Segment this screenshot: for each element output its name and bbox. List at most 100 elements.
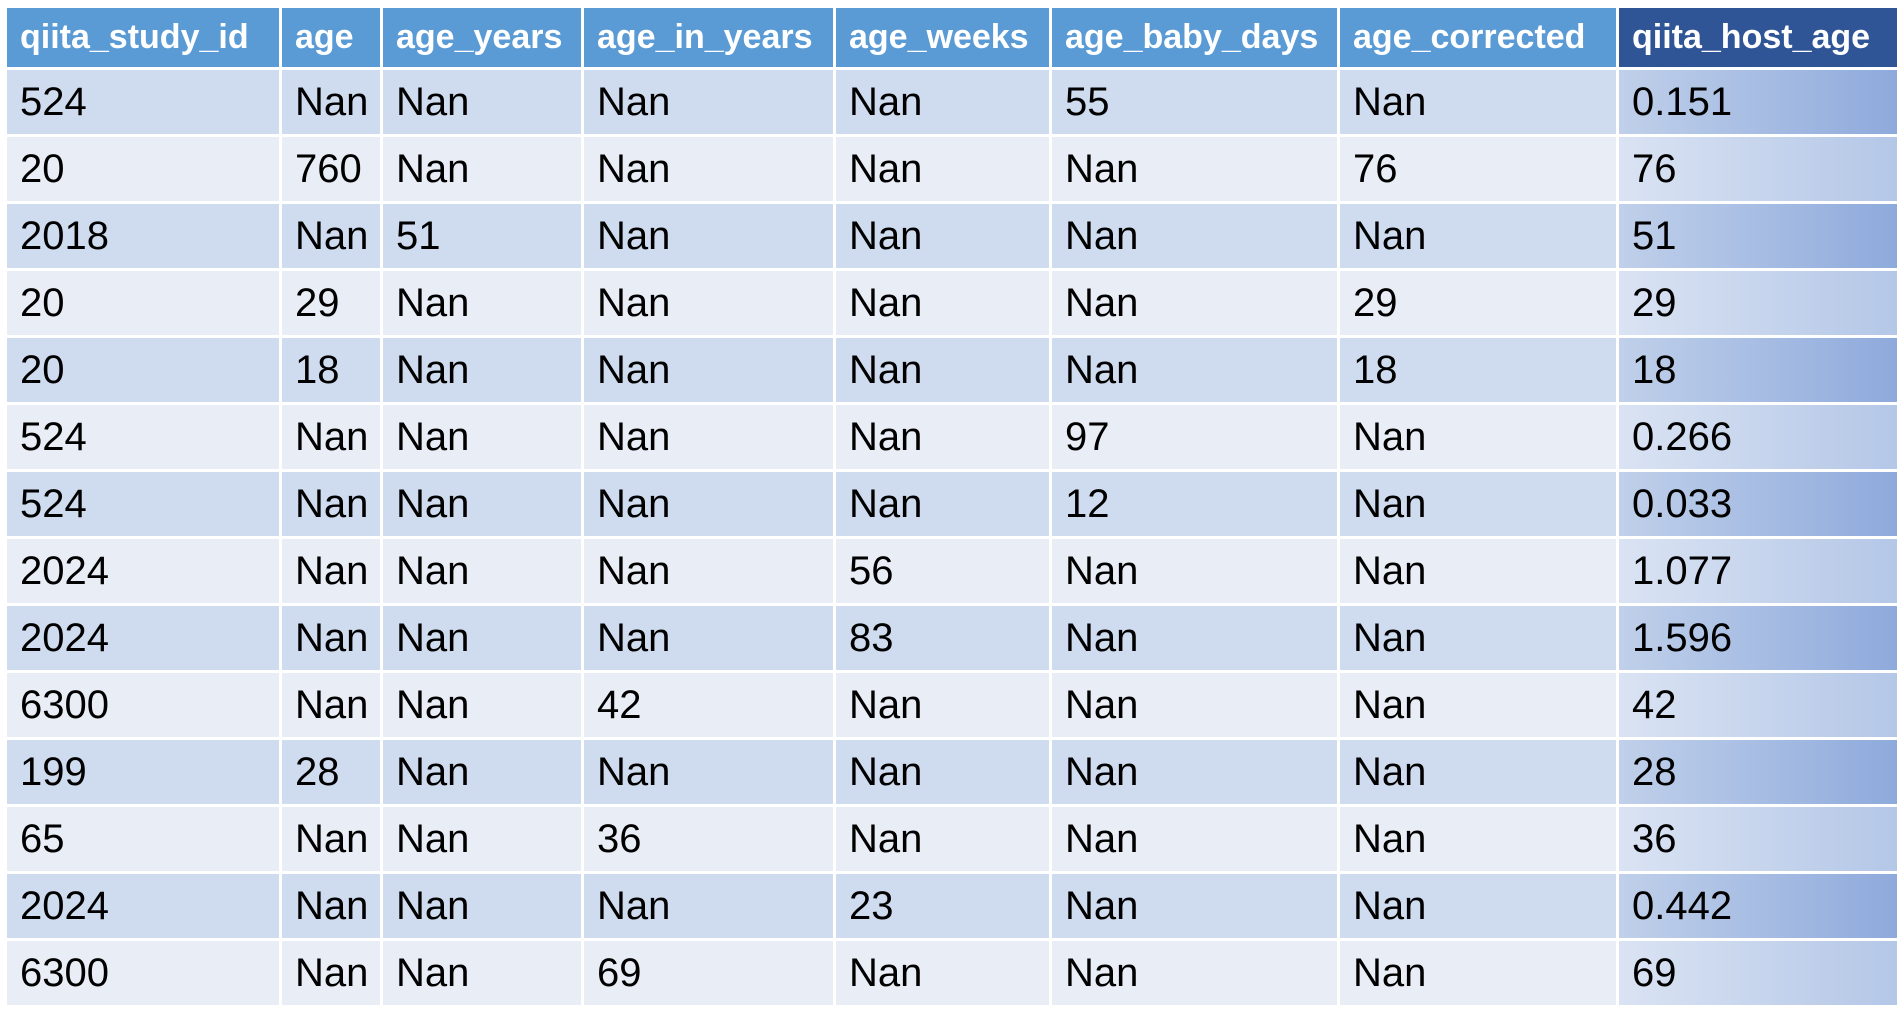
table-cell-age-years: Nan	[383, 807, 584, 874]
table-cell-age-corrected: Nan	[1340, 606, 1619, 673]
table-cell-age: Nan	[282, 807, 383, 874]
table-cell-age: Nan	[282, 204, 383, 271]
table-row: 524 Nan Nan Nan Nan 55 Nan 0.151	[7, 70, 1897, 137]
table-row: 20 18 Nan Nan Nan Nan 18 18	[7, 338, 1897, 405]
table-cell-qiita-host-age: 29	[1619, 271, 1897, 338]
table-cell-age-years: Nan	[383, 673, 584, 740]
table-cell-qiita-study-id: 524	[7, 70, 282, 137]
table-cell-age-corrected: Nan	[1340, 472, 1619, 539]
table-cell-age-years: Nan	[383, 137, 584, 204]
table-cell-age-weeks: Nan	[836, 137, 1052, 204]
table-cell-age-weeks: Nan	[836, 673, 1052, 740]
table-cell-age-years: Nan	[383, 70, 584, 137]
table-cell-age-baby-days: Nan	[1052, 673, 1340, 740]
table-row: 2024 Nan Nan Nan 83 Nan Nan 1.596	[7, 606, 1897, 673]
table-cell-age-in-years: Nan	[584, 405, 836, 472]
table-cell-qiita-study-id: 20	[7, 137, 282, 204]
table-cell-age-years: Nan	[383, 539, 584, 606]
table-cell-age-weeks: Nan	[836, 338, 1052, 405]
table-cell-age-baby-days: Nan	[1052, 807, 1340, 874]
table-cell-age-years: Nan	[383, 740, 584, 807]
table-cell-age-corrected: Nan	[1340, 539, 1619, 606]
table-cell-age-years: Nan	[383, 271, 584, 338]
table-cell-age: 760	[282, 137, 383, 204]
table-cell-age-corrected: Nan	[1340, 807, 1619, 874]
table-cell-qiita-host-age: 0.033	[1619, 472, 1897, 539]
table-cell-age-years: Nan	[383, 874, 584, 941]
table-cell-age-corrected: 76	[1340, 137, 1619, 204]
table-cell-age-baby-days: Nan	[1052, 539, 1340, 606]
table-row: 199 28 Nan Nan Nan Nan Nan 28	[7, 740, 1897, 807]
table-cell-age: 28	[282, 740, 383, 807]
table-cell-qiita-host-age: 0.151	[1619, 70, 1897, 137]
table-cell-age-baby-days: Nan	[1052, 740, 1340, 807]
table-cell-age-in-years: Nan	[584, 204, 836, 271]
table-cell-qiita-study-id: 6300	[7, 673, 282, 740]
table-cell-age-years: Nan	[383, 472, 584, 539]
column-header-qiita-study-id: qiita_study_id	[7, 8, 282, 70]
column-header-age-weeks: age_weeks	[836, 8, 1052, 70]
table-cell-qiita-host-age: 36	[1619, 807, 1897, 874]
column-header-age-in-years: age_in_years	[584, 8, 836, 70]
table-cell-age-in-years: Nan	[584, 472, 836, 539]
table-cell-age-years: Nan	[383, 338, 584, 405]
table-cell-age-in-years: 42	[584, 673, 836, 740]
table-cell-age-weeks: 83	[836, 606, 1052, 673]
table-cell-age-baby-days: Nan	[1052, 941, 1340, 1008]
table-row: 20 760 Nan Nan Nan Nan 76 76	[7, 137, 1897, 204]
table-cell-age-baby-days: 97	[1052, 405, 1340, 472]
table-cell-age-in-years: Nan	[584, 874, 836, 941]
table-cell-age-weeks: Nan	[836, 472, 1052, 539]
table-cell-qiita-host-age: 1.077	[1619, 539, 1897, 606]
table-row: 6300 Nan Nan 69 Nan Nan Nan 69	[7, 941, 1897, 1008]
table-cell-age-weeks: Nan	[836, 271, 1052, 338]
table-cell-age-corrected: Nan	[1340, 740, 1619, 807]
table-cell-qiita-host-age: 0.442	[1619, 874, 1897, 941]
column-header-age-years: age_years	[383, 8, 584, 70]
table-cell-age-in-years: Nan	[584, 740, 836, 807]
column-header-age: age	[282, 8, 383, 70]
table-cell-age-in-years: Nan	[584, 271, 836, 338]
table-cell-age-corrected: Nan	[1340, 874, 1619, 941]
table-cell-age-in-years: 69	[584, 941, 836, 1008]
table-cell-qiita-host-age: 28	[1619, 740, 1897, 807]
table-cell-age: 18	[282, 338, 383, 405]
table-cell-qiita-study-id: 6300	[7, 941, 282, 1008]
table-cell-age-in-years: Nan	[584, 137, 836, 204]
table-cell-age-corrected: Nan	[1340, 941, 1619, 1008]
table-body: 524 Nan Nan Nan Nan 55 Nan 0.151 20 760 Nan Nan Nan N…	[7, 70, 1897, 1008]
table-cell-qiita-study-id: 65	[7, 807, 282, 874]
table-cell-age-in-years: Nan	[584, 338, 836, 405]
table-cell-age: Nan	[282, 539, 383, 606]
table-cell-age-in-years: Nan	[584, 606, 836, 673]
table-cell-age-weeks: 56	[836, 539, 1052, 606]
table-row: 6300 Nan Nan 42 Nan Nan Nan 42	[7, 673, 1897, 740]
table-row: 2024 Nan Nan Nan 56 Nan Nan 1.077	[7, 539, 1897, 606]
table-header: qiita_study_id age age_years age_in_years ag…	[7, 8, 1897, 70]
table-cell-age-baby-days: Nan	[1052, 874, 1340, 941]
table-row: 20 29 Nan Nan Nan Nan 29 29	[7, 271, 1897, 338]
table-cell-qiita-study-id: 524	[7, 472, 282, 539]
table-cell-age-years: Nan	[383, 606, 584, 673]
header-row: qiita_study_id age age_years age_in_years ag…	[7, 8, 1897, 70]
table-cell-qiita-host-age: 69	[1619, 941, 1897, 1008]
table-cell-qiita-host-age: 18	[1619, 338, 1897, 405]
table-cell-age-baby-days: 12	[1052, 472, 1340, 539]
column-header-qiita-host-age: qiita_host_age	[1619, 8, 1897, 70]
table-cell-qiita-study-id: 2024	[7, 606, 282, 673]
table-cell-age-corrected: Nan	[1340, 405, 1619, 472]
table-cell-qiita-study-id: 20	[7, 271, 282, 338]
table-cell-qiita-study-id: 524	[7, 405, 282, 472]
table-cell-age: Nan	[282, 70, 383, 137]
table-cell-age-weeks: Nan	[836, 807, 1052, 874]
column-header-age-corrected: age_corrected	[1340, 8, 1619, 70]
table-cell-age-weeks: Nan	[836, 405, 1052, 472]
table-row: 65 Nan Nan 36 Nan Nan Nan 36	[7, 807, 1897, 874]
table-cell-qiita-study-id: 2024	[7, 874, 282, 941]
table-cell-qiita-host-age: 76	[1619, 137, 1897, 204]
table-row: 524 Nan Nan Nan Nan 12 Nan 0.033	[7, 472, 1897, 539]
table-cell-age-baby-days: Nan	[1052, 606, 1340, 673]
table-cell-qiita-study-id: 2024	[7, 539, 282, 606]
table-cell-qiita-host-age: 51	[1619, 204, 1897, 271]
table-cell-age-in-years: Nan	[584, 539, 836, 606]
